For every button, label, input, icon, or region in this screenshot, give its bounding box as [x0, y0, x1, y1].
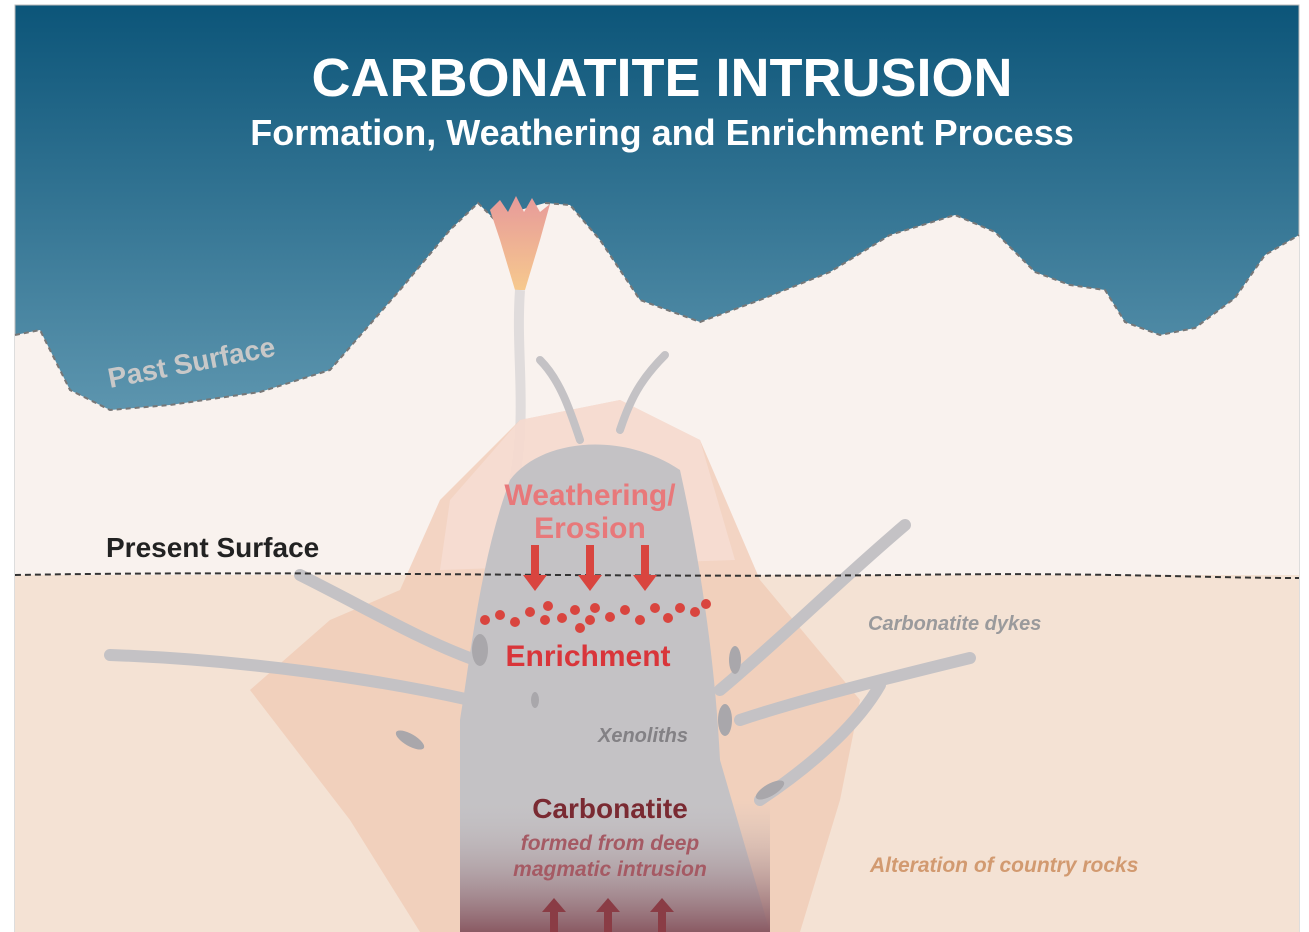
- diagram: CARBONATITE INTRUSION Formation, Weather…: [0, 0, 1309, 932]
- present-surface-label: Present Surface: [106, 532, 319, 563]
- dykes-label: Carbonatite dykes: [868, 613, 1041, 635]
- xenoliths-label: Xenoliths: [597, 725, 688, 747]
- enrichment-label: Enrichment: [505, 640, 670, 673]
- subtitle: Formation, Weathering and Enrichment Pro…: [250, 112, 1074, 153]
- weathering-label: Weathering/: [504, 479, 676, 512]
- carbonatite-note: formed from deep: [521, 832, 700, 855]
- carbonatite-note: magmatic intrusion: [513, 858, 707, 881]
- title: CARBONATITE INTRUSION: [312, 48, 1013, 108]
- alteration-label: Alteration of country rocks: [869, 854, 1138, 877]
- weathering-label: Erosion: [534, 512, 646, 545]
- carbonatite-label: Carbonatite: [532, 793, 688, 824]
